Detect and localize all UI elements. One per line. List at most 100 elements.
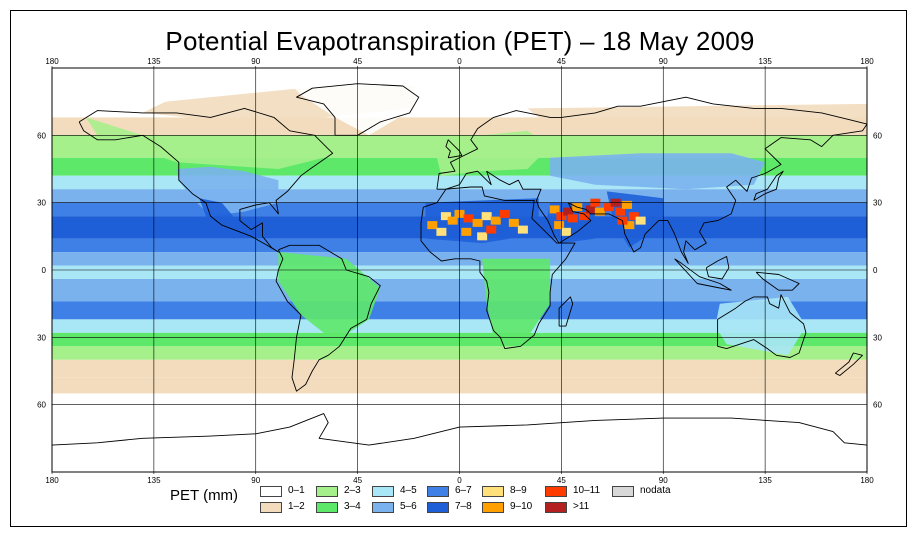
southern-africa-patch	[482, 258, 551, 338]
madagascar-outline	[558, 296, 574, 327]
lat-label-left-60: 60	[37, 131, 46, 140]
lon-label-bottom--45: 45	[353, 476, 362, 485]
legend-label: 6–7	[455, 485, 472, 496]
mexico-plateau-patch	[199, 198, 234, 226]
indonesia-outline	[674, 258, 732, 291]
hotspot-24	[554, 221, 565, 230]
lon-label-top-90: 90	[659, 57, 668, 66]
lat-label-right--30: 30	[873, 333, 882, 342]
lat-label-right-30: 30	[873, 199, 882, 208]
legend-label: >11	[573, 501, 590, 512]
south-america-patch	[278, 252, 381, 342]
legend-label: 3–4	[344, 501, 361, 512]
legend-swatch	[316, 502, 338, 513]
legend-label: 7–8	[455, 501, 472, 512]
lon-label-top--90: 90	[251, 57, 260, 66]
hotspot-9	[517, 225, 528, 234]
africa-outline	[420, 186, 576, 350]
australia-patch	[715, 296, 806, 356]
hotspot-0	[440, 212, 451, 221]
hotspot-29	[622, 200, 633, 209]
legend-swatch	[372, 486, 394, 497]
australia-outline	[717, 294, 807, 358]
lon-label-top-0: 0	[457, 57, 462, 66]
hotspot-32	[624, 221, 635, 230]
page-title: Potential Evapotranspiration (PET) – 18 …	[165, 26, 755, 56]
lon-label-top--180: 180	[45, 57, 59, 66]
lon-label-bottom-180: 180	[860, 476, 874, 485]
hotspot-25	[560, 227, 571, 236]
hotspot-28	[615, 207, 626, 216]
lon-label-top-135: 135	[758, 57, 772, 66]
hotspot-15	[549, 205, 560, 214]
hotspot-20	[579, 212, 590, 221]
hotspot-6	[490, 216, 501, 225]
lat-label-right-60: 60	[873, 131, 882, 140]
lon-label-top--135: 135	[147, 57, 161, 66]
lon-label-bottom-135: 135	[758, 476, 772, 485]
new-zealand-outline	[835, 352, 863, 376]
lat-label-left--30: 30	[37, 333, 46, 342]
lon-label-bottom--180: 180	[45, 476, 59, 485]
figure-frame	[10, 10, 907, 527]
hotspot-3	[463, 214, 474, 223]
lon-label-top--45: 45	[353, 57, 362, 66]
legend-swatch	[316, 486, 338, 497]
siberia-tundra-patch	[527, 103, 867, 131]
central-asia-patch	[550, 153, 766, 190]
legend-label: 2–3	[344, 485, 361, 496]
lat-label-right-0: 0	[873, 266, 878, 275]
japan-outline	[753, 170, 784, 201]
legend-swatch	[545, 502, 567, 513]
hotspot-17	[563, 207, 574, 216]
hotspot-18	[567, 214, 578, 223]
eurasia-outline	[436, 96, 868, 264]
legend-label: 1–2	[288, 501, 305, 512]
new-guinea-outline	[755, 271, 800, 291]
legend-swatch	[260, 486, 282, 497]
hotspot-7	[499, 209, 510, 218]
lon-label-bottom-0: 0	[457, 476, 462, 485]
legend-label: 10–11	[573, 485, 601, 496]
hotspot-21	[585, 205, 596, 214]
legend-label: 4–5	[400, 485, 417, 496]
hotspot-10	[427, 221, 438, 230]
hotspot-23	[594, 207, 605, 216]
legend-swatch	[427, 486, 449, 497]
legend-swatch	[427, 502, 449, 513]
hotspot-1	[447, 216, 458, 225]
greenland-outline	[296, 83, 420, 136]
borneo-outline	[705, 256, 730, 280]
lon-label-top-45: 45	[557, 57, 566, 66]
legend-swatch	[482, 486, 504, 497]
europe-patch	[436, 130, 551, 176]
lon-label-bottom--90: 90	[251, 476, 260, 485]
north-america-north-patch	[86, 117, 324, 169]
legend-swatch	[612, 486, 634, 497]
hotspot-12	[461, 227, 472, 236]
lat-label-left-30: 30	[37, 199, 46, 208]
uk-outline	[445, 139, 463, 159]
lon-label-bottom-45: 45	[557, 476, 566, 485]
legend-label: nodata	[640, 485, 671, 496]
hotspot-13	[477, 232, 488, 241]
hotspot-4	[472, 218, 483, 227]
hotspot-31	[635, 216, 646, 225]
hotspot-11	[436, 227, 447, 236]
hotspot-5	[481, 212, 492, 221]
legend-swatch	[545, 486, 567, 497]
lat-label-right--60: 60	[873, 401, 882, 410]
lon-label-top-180: 180	[860, 57, 874, 66]
lat-label-left--60: 60	[37, 401, 46, 410]
legend-label: 8–9	[510, 485, 527, 496]
legend-label: 0–1	[288, 485, 305, 496]
hotspot-26	[603, 203, 614, 212]
lat-label-left-0: 0	[42, 266, 47, 275]
legend-swatch	[372, 502, 394, 513]
legend-title: PET (mm)	[170, 487, 239, 504]
lon-label-bottom-90: 90	[659, 476, 668, 485]
legend-swatch	[260, 502, 282, 513]
antarctica-outline	[51, 413, 868, 446]
lon-label-bottom--135: 135	[147, 476, 161, 485]
